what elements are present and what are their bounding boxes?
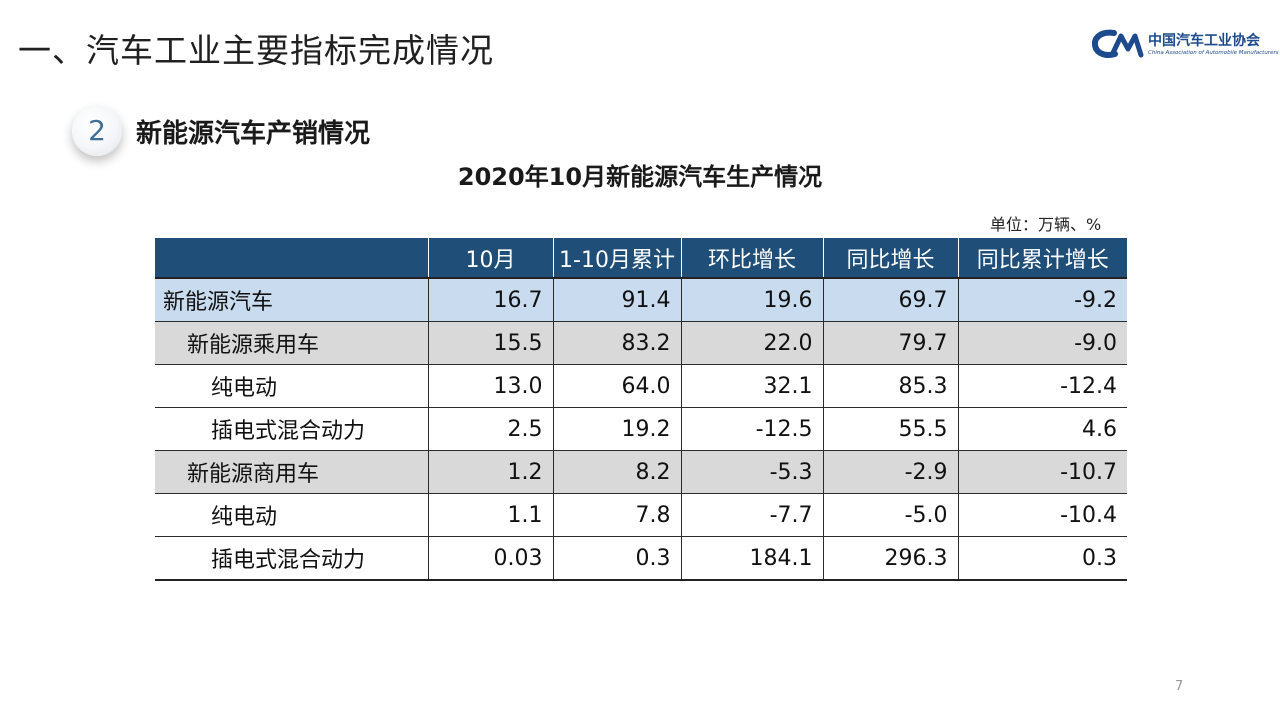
table-cell: 19.6 (680, 277, 823, 322)
table-cell: -5.3 (680, 450, 823, 494)
table-row: 插电式混合动力 2.5 19.2 -12.5 55.5 4.6 (155, 407, 1127, 451)
table-cell: 83.2 (552, 321, 681, 365)
row-label: 插电式混合动力 (155, 536, 428, 581)
row-label: 纯电动 (155, 364, 428, 408)
table-cell: 22.0 (680, 321, 823, 365)
row-label: 新能源汽车 (155, 277, 428, 322)
row-label: 新能源乘用车 (155, 321, 428, 365)
table-header-row: 10月 1-10月累计 环比增长 同比增长 同比累计增长 (155, 238, 1127, 278)
table-cell: 0.03 (427, 536, 553, 581)
column-header: 同比累计增长 (957, 238, 1127, 278)
column-header: 10月 (427, 238, 553, 278)
table-cell: 16.7 (427, 277, 553, 322)
table-cell: 69.7 (822, 277, 958, 322)
table-cell: 79.7 (822, 321, 958, 365)
table-cell: 296.3 (822, 536, 958, 581)
table-cell: 184.1 (680, 536, 823, 581)
section-number-badge: 2 (72, 106, 122, 156)
logo-name: 中国汽车工业协会 (1148, 33, 1260, 49)
table-cell: 0.3 (957, 536, 1127, 581)
unit-note: 单位：万辆、% (990, 215, 1102, 234)
table-cell: 85.3 (822, 364, 958, 408)
table-cell: 19.2 (552, 407, 681, 451)
table-cell: -9.0 (957, 321, 1127, 365)
table-cell: -9.2 (957, 277, 1127, 322)
table-cell: 8.2 (552, 450, 681, 494)
logo-subtitle: China Association of Automobile Manufact… (1148, 50, 1279, 56)
table-cell: 7.8 (552, 493, 681, 537)
table-row: 纯电动 1.1 7.8 -7.7 -5.0 -10.4 (155, 493, 1127, 537)
row-label: 纯电动 (155, 493, 428, 537)
row-label: 插电式混合动力 (155, 407, 428, 451)
table-cell: 64.0 (552, 364, 681, 408)
cam-logo-icon (1092, 29, 1144, 58)
slide-title: 一、汽车工业主要指标完成情况 (18, 31, 494, 70)
table-cell: 4.6 (957, 407, 1127, 451)
table-row-total: 新能源汽车 16.7 91.4 19.6 69.7 -9.2 (155, 277, 1127, 322)
table-cell: -10.4 (957, 493, 1127, 537)
row-label: 新能源商用车 (155, 450, 428, 494)
column-header (155, 238, 428, 278)
table-cell: -12.4 (957, 364, 1127, 408)
table-cell: 32.1 (680, 364, 823, 408)
table-cell: 15.5 (427, 321, 553, 365)
table-cell: 55.5 (822, 407, 958, 451)
table-row: 插电式混合动力 0.03 0.3 184.1 296.3 0.3 (155, 536, 1127, 581)
table-cell: 13.0 (427, 364, 553, 408)
cam-logo: 中国汽车工业协会 China Association of Automobile… (1092, 26, 1279, 68)
table-cell: -2.9 (822, 450, 958, 494)
production-table: 10月 1-10月累计 环比增长 同比增长 同比累计增长 新能源汽车 16.7 … (155, 238, 1127, 581)
table-row-group: 新能源商用车 1.2 8.2 -5.3 -2.9 -10.7 (155, 450, 1127, 494)
table-cell: 1.2 (427, 450, 553, 494)
table-cell: -10.7 (957, 450, 1127, 494)
column-header: 环比增长 (680, 238, 823, 278)
table-row-group: 新能源乘用车 15.5 83.2 22.0 79.7 -9.0 (155, 321, 1127, 365)
table-title: 2020年10月新能源汽车生产情况 (457, 163, 823, 191)
table-cell: 1.1 (427, 493, 553, 537)
table-cell: -7.7 (680, 493, 823, 537)
page-number: 7 (1175, 679, 1184, 694)
table-cell: 0.3 (552, 536, 681, 581)
table-cell: 91.4 (552, 277, 681, 322)
table-cell: 2.5 (427, 407, 553, 451)
column-header: 1-10月累计 (552, 238, 681, 278)
column-header: 同比增长 (822, 238, 958, 278)
table-row: 纯电动 13.0 64.0 32.1 85.3 -12.4 (155, 364, 1127, 408)
section-title: 新能源汽车产销情况 (136, 119, 371, 149)
table-cell: -5.0 (822, 493, 958, 537)
table-cell: -12.5 (680, 407, 823, 451)
